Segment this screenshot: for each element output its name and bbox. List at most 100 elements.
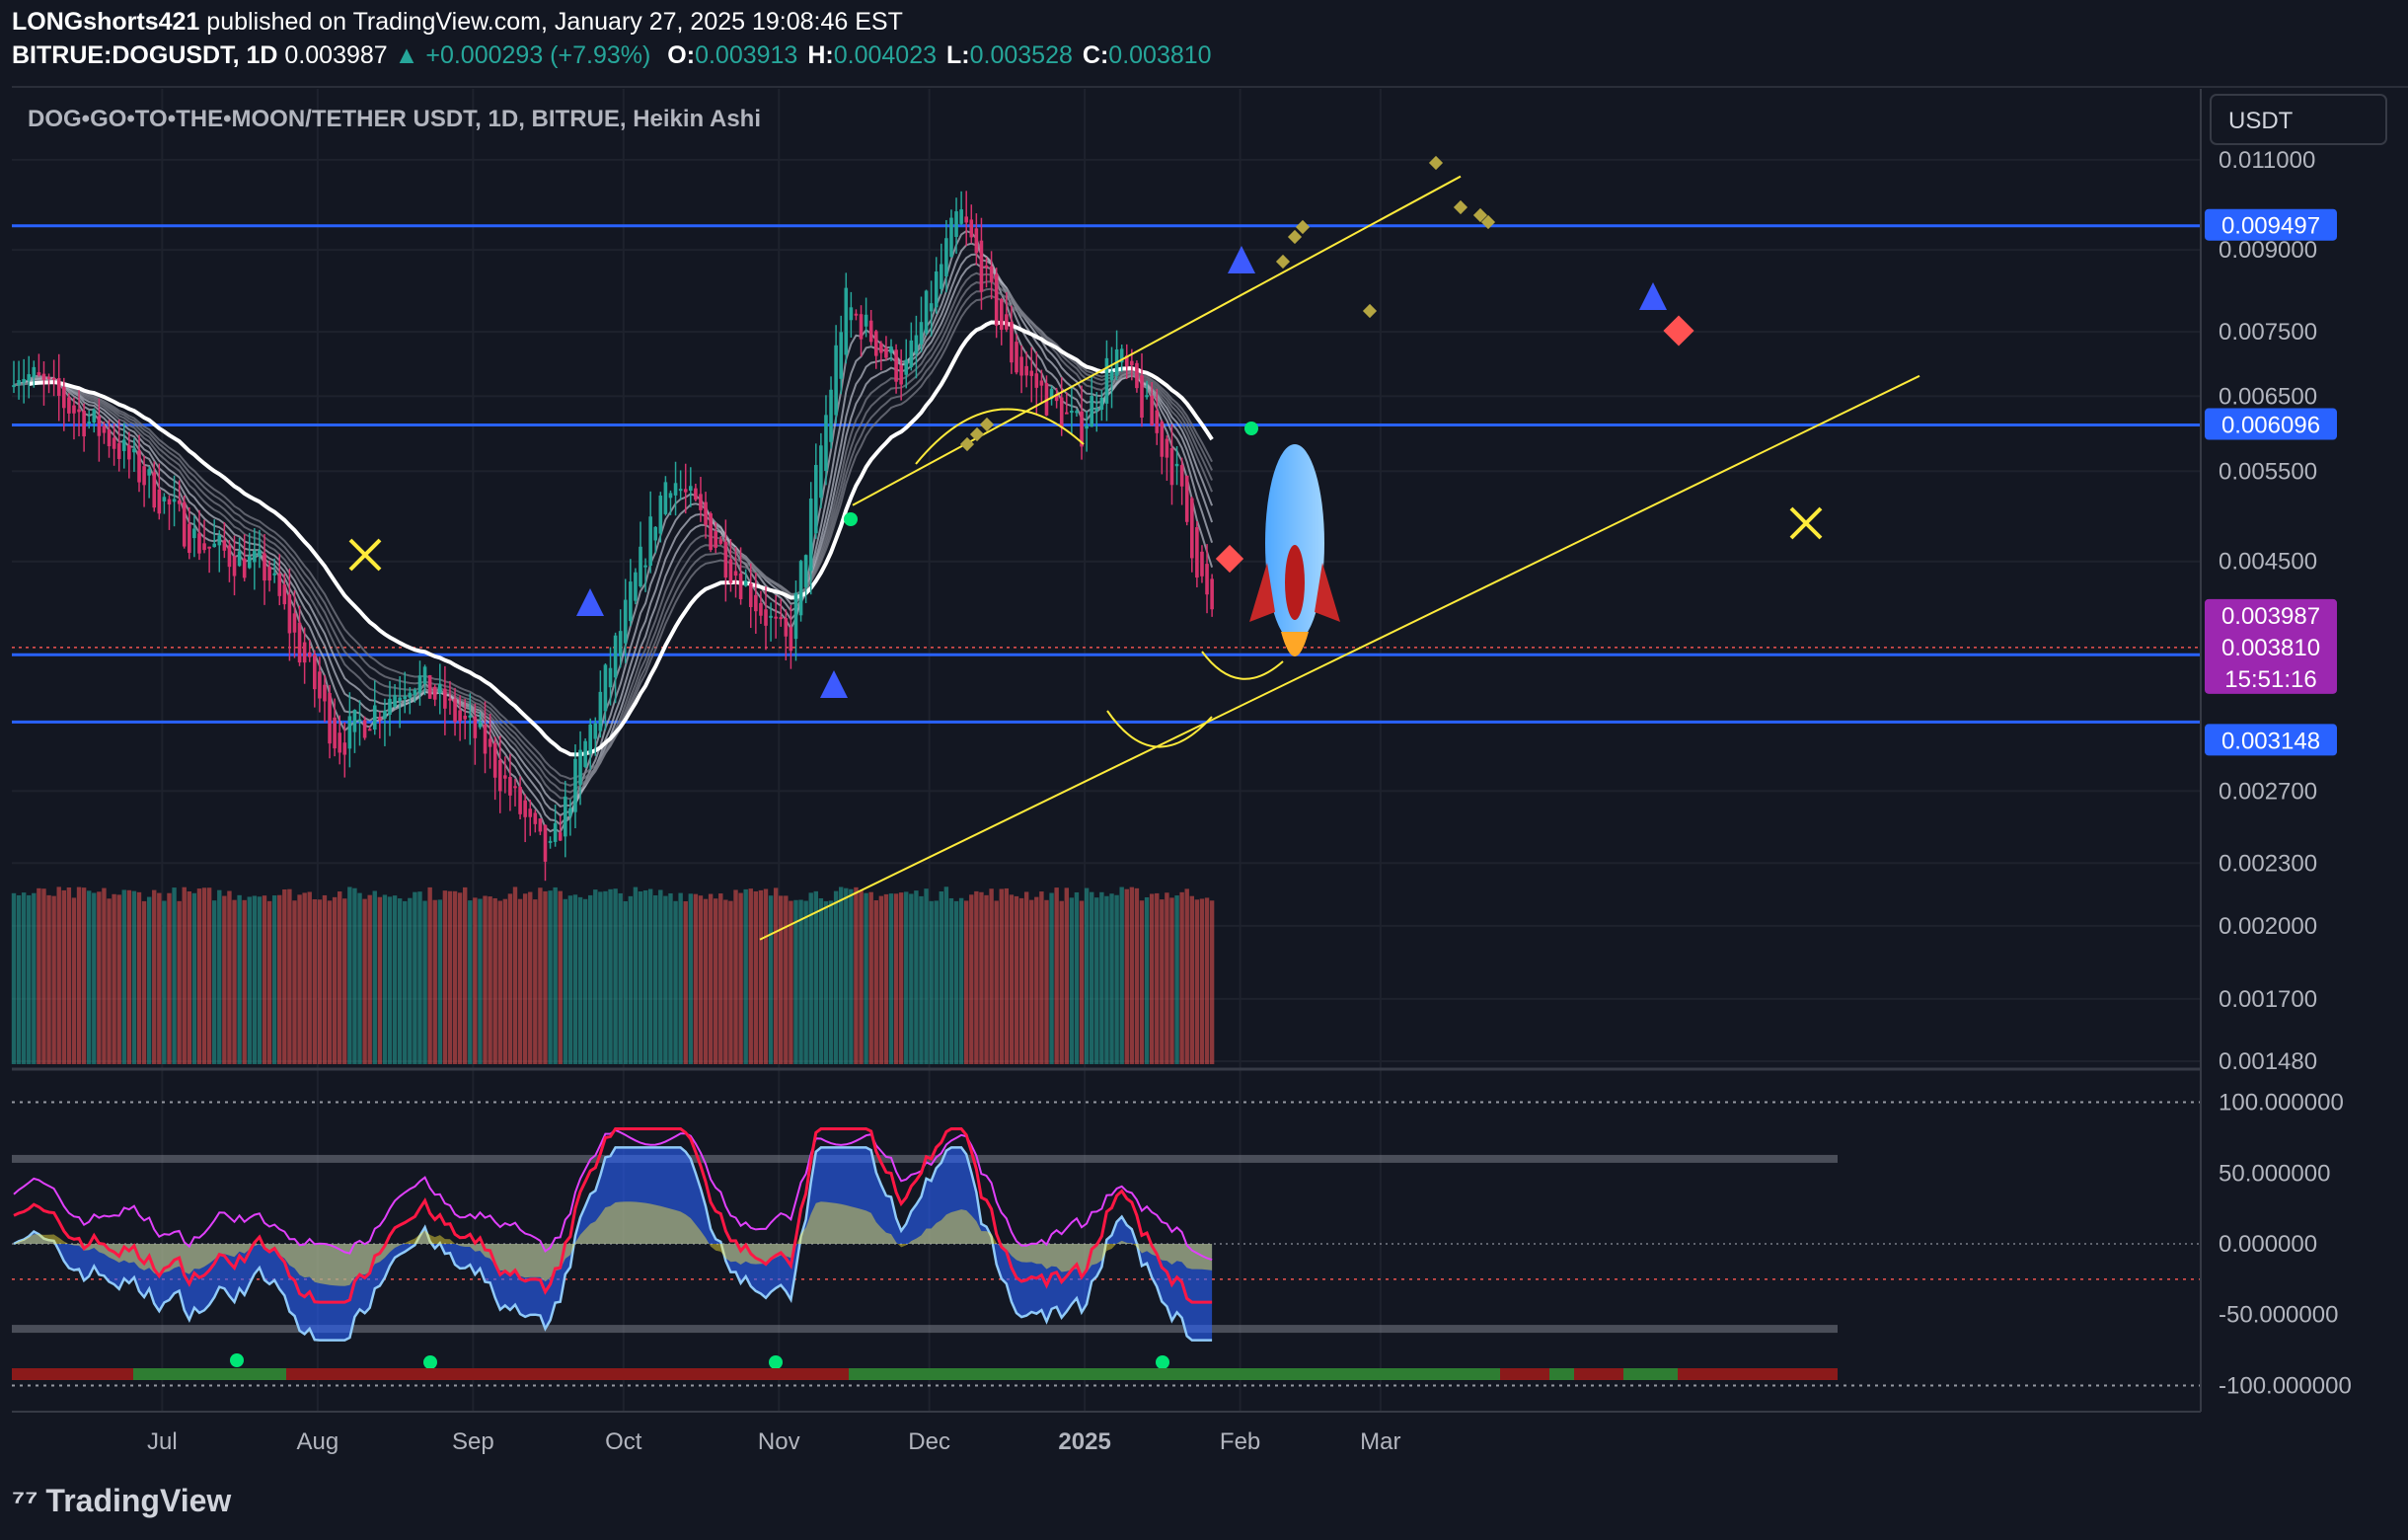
author-name[interactable]: LONGshorts421 — [12, 8, 200, 36]
candle-body — [819, 445, 823, 499]
candle-body — [432, 686, 437, 700]
candle-body — [588, 724, 592, 754]
candle-body — [844, 287, 849, 355]
volume-bar — [87, 890, 92, 1064]
currency-button[interactable]: USDT — [2210, 94, 2387, 145]
candle-body — [1015, 342, 1018, 373]
candle-body — [247, 556, 252, 569]
volume-bar — [483, 895, 488, 1064]
candle-body — [197, 533, 201, 554]
volume-bar — [758, 889, 764, 1064]
candle-body — [944, 238, 948, 276]
candle-body — [1104, 357, 1109, 404]
volume-bar — [683, 900, 688, 1064]
ohlc-label: H: — [807, 41, 834, 69]
candle-body — [132, 448, 136, 453]
candle-body — [362, 720, 367, 738]
candle-body — [323, 684, 327, 702]
volume-bar — [964, 900, 969, 1064]
volume-bar — [81, 887, 87, 1064]
candle-body — [558, 832, 563, 841]
volume-bar — [1144, 896, 1150, 1064]
volume-bar — [924, 888, 929, 1064]
volume-bar — [1018, 897, 1024, 1064]
volume-bar — [548, 890, 553, 1064]
volume-bar — [1165, 892, 1169, 1064]
volume-bar — [417, 891, 422, 1064]
candle-body — [1059, 397, 1064, 428]
diamond-icon — [1215, 544, 1244, 574]
candle-body — [723, 541, 728, 578]
candle-body — [82, 411, 86, 437]
candle-body — [754, 594, 758, 612]
ohlc-value: 0.003913 — [695, 41, 798, 69]
candle-body — [383, 711, 387, 719]
candle-body — [112, 437, 116, 449]
volume-bar — [969, 894, 974, 1064]
time-tick-label: 2025 — [1058, 1428, 1110, 1455]
volume-bar — [1079, 900, 1085, 1064]
volume-bar — [312, 898, 317, 1064]
volume-bar — [603, 890, 608, 1064]
candle-body — [1160, 422, 1165, 457]
candle-body — [263, 553, 266, 581]
volume-bar — [463, 886, 468, 1064]
volume-bar — [1009, 894, 1015, 1064]
candle-body — [318, 671, 322, 699]
osc-trend-line — [13, 1127, 1213, 1304]
symbol-label[interactable]: BITRUE:DOGUSDT, 1D — [12, 41, 278, 69]
volume-bar — [728, 900, 733, 1064]
candle-body — [427, 674, 432, 699]
volume-bar — [377, 896, 383, 1064]
volume-bar — [222, 895, 227, 1064]
triangle-up-icon — [576, 588, 604, 616]
volume-bar — [823, 900, 829, 1064]
volume-bar — [1090, 891, 1094, 1064]
volume-bar — [27, 894, 32, 1064]
candle-body — [714, 531, 717, 548]
candle-body — [503, 775, 507, 779]
volume-bar — [447, 890, 453, 1064]
candle-body — [116, 443, 121, 459]
candle-body — [613, 635, 618, 678]
volume-bar — [898, 892, 904, 1064]
osc-band — [12, 1325, 1838, 1334]
price-change: +0.000293 (+7.93%) — [425, 41, 651, 69]
volume-bar — [32, 892, 37, 1064]
volume-bar — [287, 888, 292, 1064]
candle-body — [497, 759, 502, 792]
channel-lower-line — [759, 374, 1920, 941]
volume-bar — [608, 888, 613, 1064]
volume-bar — [738, 892, 743, 1064]
candle-body — [829, 389, 833, 442]
candle-body — [72, 405, 76, 414]
volume-bar — [673, 900, 678, 1064]
volume-bar — [427, 886, 432, 1064]
volume-bar — [146, 896, 152, 1064]
volume-bar — [452, 890, 458, 1064]
tradingview-logo[interactable]: ⁷⁷ TradingView — [12, 1483, 231, 1519]
candle-body — [598, 691, 603, 732]
tradingview-logo-icon: ⁷⁷ — [12, 1483, 38, 1518]
candle-body — [1039, 380, 1044, 386]
volume-bar — [1054, 887, 1059, 1064]
candle-body — [759, 602, 763, 616]
candle-body — [769, 615, 773, 618]
price-tick-label: 0.002300 — [2219, 850, 2317, 877]
volume-bar — [297, 894, 302, 1064]
candle-body — [27, 374, 32, 381]
osc-status-strip — [12, 1368, 133, 1380]
chart-title: DOG•GO•TO•THE•MOON/TETHER USDT, 1D, BITR… — [28, 106, 761, 132]
ohlc-value: 0.003528 — [969, 41, 1073, 69]
candle-body — [217, 535, 222, 546]
volume-bar — [37, 887, 41, 1064]
candle-body — [458, 710, 462, 722]
volume-bar — [242, 899, 247, 1064]
candle-body — [964, 216, 968, 223]
volume-bar — [1179, 891, 1184, 1064]
candle-body — [694, 488, 698, 500]
volume-bar — [41, 888, 46, 1064]
candle-body — [909, 340, 914, 368]
signal-dot — [844, 512, 858, 526]
